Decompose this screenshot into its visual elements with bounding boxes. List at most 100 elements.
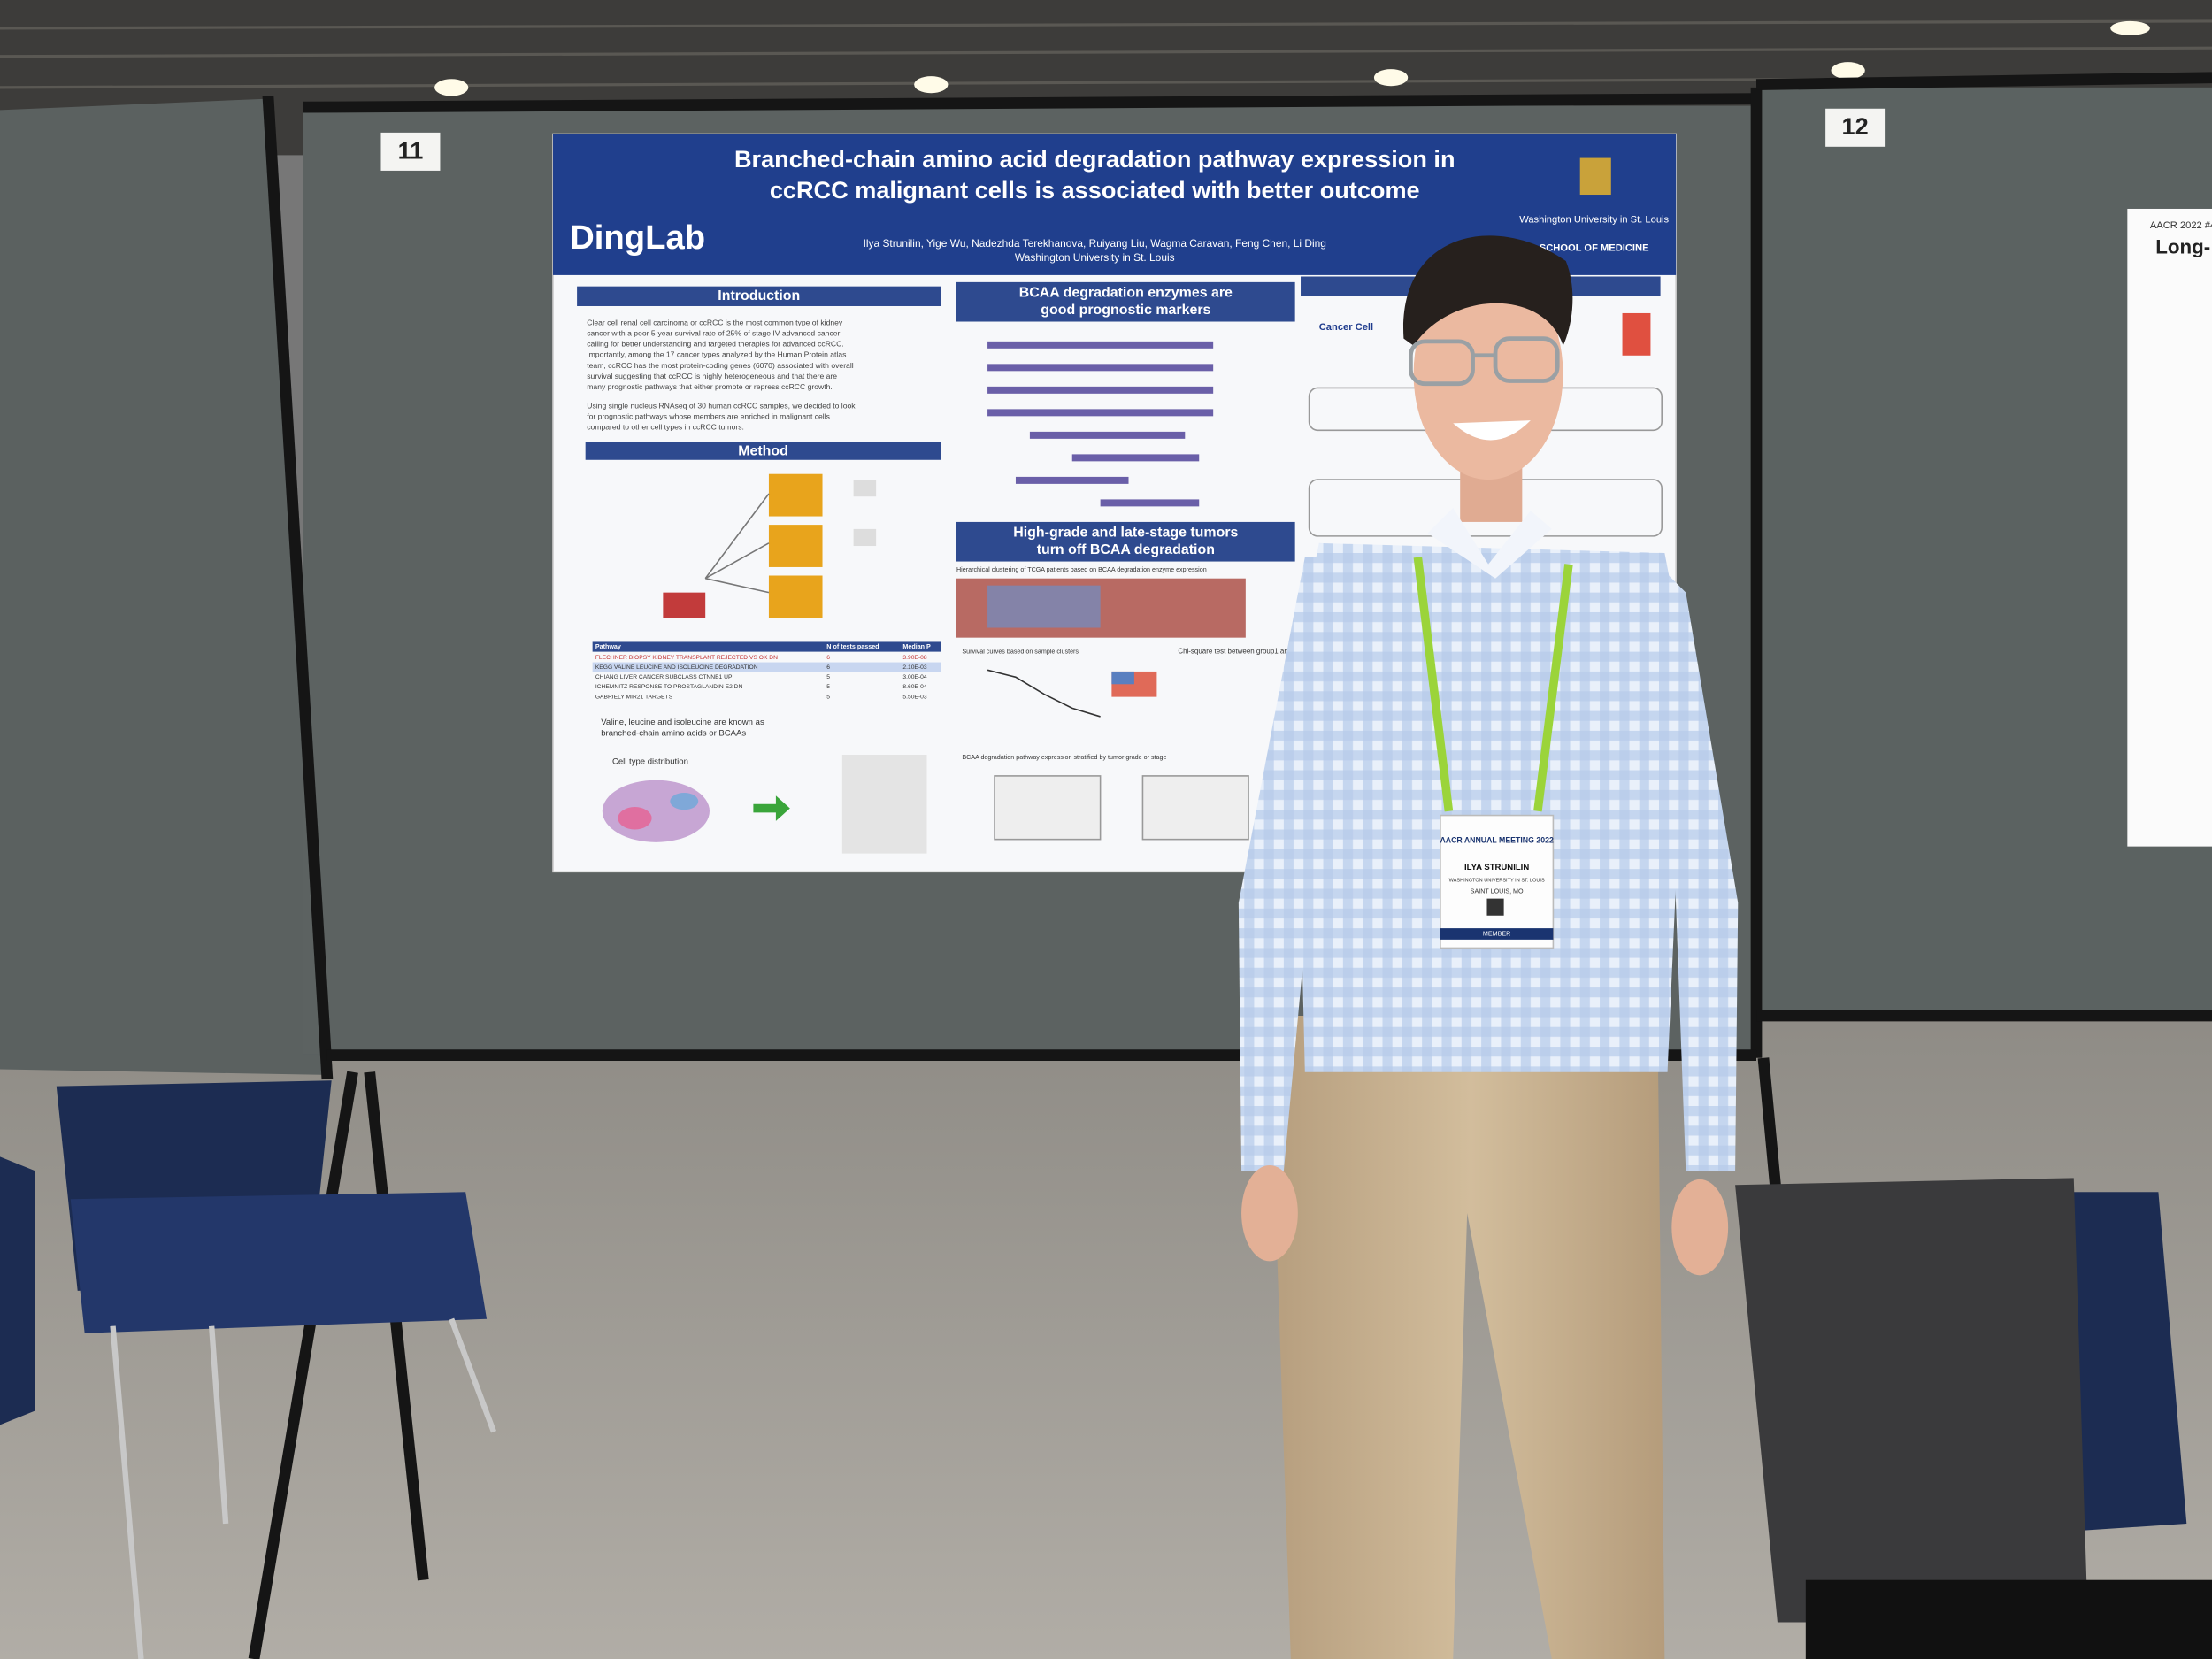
intro-line: survival suggesting that ccRCC is highly… <box>587 372 837 380</box>
method-diagram-part <box>768 525 823 567</box>
pathway-diagram-part <box>1071 454 1200 462</box>
table-cell: FLECHNER BIOPSY KIDNEY TRANSPLANT REJECT… <box>595 655 778 661</box>
ceiling-lights-part <box>2110 20 2150 35</box>
intro-line: many prognostic pathways that either pro… <box>587 382 833 391</box>
ceiling-lights-part <box>1831 62 1865 80</box>
method-diagram-part <box>705 577 770 594</box>
method-diagram-part <box>853 480 877 497</box>
board-number-card <box>380 132 441 171</box>
lanyard-part <box>1413 557 1454 812</box>
board-number: 11 <box>398 136 424 164</box>
board-frames-part <box>303 93 1757 113</box>
left-board <box>0 98 327 1075</box>
bag <box>1805 1579 2212 1659</box>
intro-line: compared to other cell types in ccRCC tu… <box>587 423 744 432</box>
umap-plot-part <box>602 780 710 842</box>
left-sleeve <box>1238 557 1333 1171</box>
dot-plot <box>841 754 927 854</box>
section-bar <box>577 286 941 306</box>
badge-org: WASHINGTON UNIVERSITY IN ST. LOUIS <box>1449 878 1545 883</box>
trousers <box>1276 1015 1665 1659</box>
badge-card <box>1440 814 1555 949</box>
intro-line: for prognostic pathways whose members ar… <box>587 412 830 421</box>
face <box>1413 267 1563 480</box>
note-line: Valine, leucine and isoleucine are known… <box>601 718 764 727</box>
right-poster-title: Long- <box>2155 236 2210 258</box>
glasses-part <box>1493 336 1560 383</box>
school-name: SCHOOL OF MEDICINE <box>1540 243 1649 254</box>
method-diagram-part <box>853 528 877 547</box>
poster: Branched-chain amino acid degradation pa… <box>552 133 1677 873</box>
bcaa-note: Valine, leucine and isoleucine are known… <box>601 718 764 739</box>
badge-meeting: AACR ANNUAL MEETING 2022 <box>1440 836 1553 845</box>
left-chairs-part-part <box>110 1325 144 1659</box>
table-cell: 3.00E-04 <box>902 674 926 680</box>
heatmap-block <box>987 585 1101 628</box>
table-cell: CHIANG LIVER CANCER SUBCLASS CTNNB1 UP <box>595 674 733 680</box>
survival-curve <box>987 669 1101 718</box>
method-diagram-part <box>663 592 706 618</box>
right-chair-part <box>2059 1192 2187 1531</box>
table-cell: GABRIELY MIR21 TARGETS <box>595 694 673 700</box>
university-name: Washington University in St. Louis <box>1519 215 1669 226</box>
left-chairs-part <box>110 1317 497 1659</box>
table-cell: 6 <box>826 664 830 671</box>
ceiling-beams-part <box>0 46 2212 58</box>
lanyard-part <box>1533 564 1573 812</box>
figure-caption: BCAA degradation pathway expression stra… <box>962 754 1166 761</box>
right-poster-header: AACR 2022 #4 <box>2150 220 2212 231</box>
ceiling-beams-part <box>0 19 2212 30</box>
right-sleeve <box>1657 564 1739 1171</box>
section-title: Introduction <box>718 288 800 303</box>
figure-caption: Cell type distribution <box>612 757 688 767</box>
qr-code <box>1486 898 1504 916</box>
smile <box>1453 420 1531 441</box>
pathway-diagram-part <box>987 386 1214 394</box>
table-cell: KEGG VALINE LEUCINE AND ISOLEUCINE DEGRA… <box>595 664 758 671</box>
pathway-diagram-part <box>987 341 1214 349</box>
boxplot <box>1141 775 1249 841</box>
section-bar <box>956 521 1295 562</box>
table-cell: 8.60E-04 <box>902 684 926 690</box>
section-title: Method <box>738 443 788 458</box>
glasses <box>1408 336 1560 387</box>
ceiling-lights-part <box>914 76 949 94</box>
badge: AACR ANNUAL MEETING 2022 ILYA STRUNILIN … <box>1440 814 1555 949</box>
poster-title: Branched-chain amino acid degradation pa… <box>734 145 1455 204</box>
intro-line: cancer with a poor 5-year survival rate … <box>587 328 840 337</box>
pathway-table: Pathway N of tests passed Median P FLECHNER… <box>592 641 941 700</box>
ceiling-lights <box>434 20 2150 96</box>
board-frames-part <box>364 1071 429 1581</box>
left-chairs <box>0 1080 497 1659</box>
table-cell: ICHEMNITZ RESPONSE TO PROSTAGLANDIN E2 D… <box>595 684 743 690</box>
table-cell: 6 <box>826 655 830 661</box>
university-shield <box>1579 157 1611 196</box>
table-cell: 5 <box>826 674 830 680</box>
note-line: branched-chain amino acids or BCAAs <box>601 729 746 739</box>
right-chair <box>1735 1178 2212 1659</box>
left-chairs-part <box>0 1156 35 1425</box>
method-diagram-part <box>704 493 770 580</box>
intro-line: Importantly, among the 17 cancer types a… <box>587 350 846 359</box>
pathway-diagram-part <box>987 409 1214 417</box>
glasses-part <box>1408 339 1475 387</box>
section-bar <box>956 281 1295 322</box>
intro-text: Clear cell renal cell carcinoma or ccRCC… <box>587 318 856 431</box>
method-diagram-part <box>704 542 770 580</box>
board-frames-part <box>1755 72 2212 91</box>
umap-plot <box>602 780 710 842</box>
method-diagram <box>663 473 877 618</box>
left-hand <box>1241 1164 1298 1262</box>
figure-caption: Survival curves based on sample clusters <box>962 648 1079 655</box>
table-cell: 3.90E-08 <box>902 655 926 661</box>
arrow <box>753 795 790 821</box>
lanyard <box>1413 557 1573 812</box>
poster-authors: Ilya Strunilin, Yige Wu, Nadezhda Terekh… <box>864 237 1326 250</box>
ceiling-lights-part <box>434 79 469 96</box>
left-chairs-part <box>70 1192 488 1333</box>
lab-logo: DingLab <box>570 219 705 257</box>
section-title: High-grade and late-stage tumors turn off… <box>1013 526 1238 557</box>
